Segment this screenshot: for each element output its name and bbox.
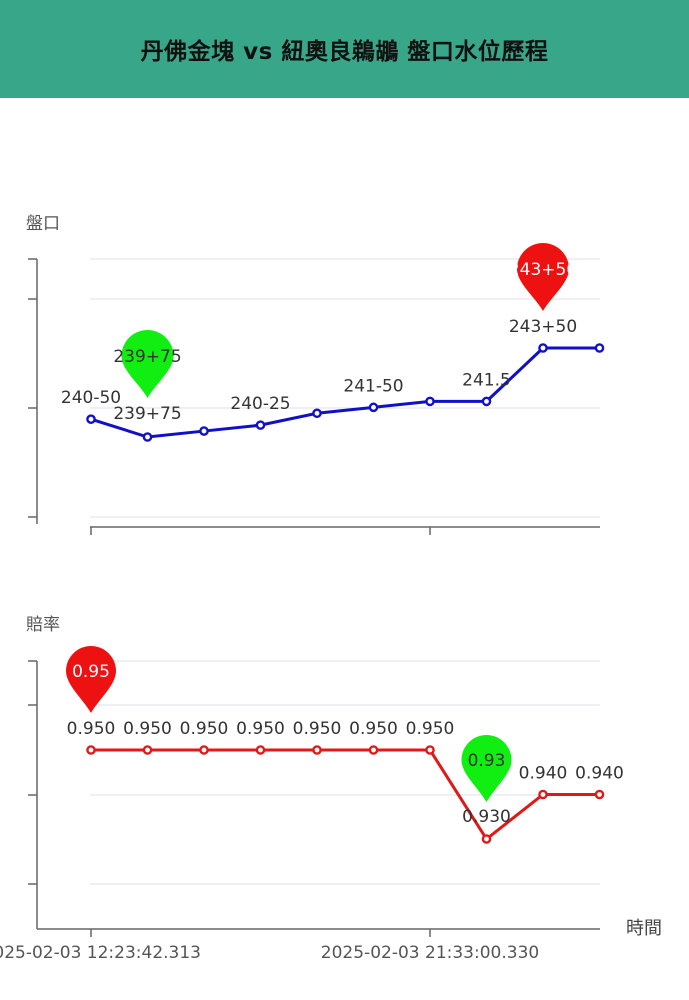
odds-ylabel: 賠率: [26, 615, 60, 635]
series-line: [90, 346, 600, 439]
header-bar: 丹佛金塊 vs 紐奧良鵜鶘 盤口水位歷程: [0, 0, 689, 98]
data-label: 241.5: [462, 370, 511, 390]
data-point: [86, 414, 96, 425]
data-point: [368, 402, 379, 413]
data-point: [594, 789, 605, 800]
data-point: [312, 745, 322, 755]
max-marker-label: 0.95: [72, 662, 110, 682]
data-point: [199, 745, 209, 755]
x-tick-label-1: 2025-02-03 12:23:42.313: [0, 943, 201, 963]
data-label: 0.950: [236, 719, 285, 739]
data-point: [255, 745, 266, 755]
data-point: [538, 343, 548, 353]
data-label: 0.950: [349, 719, 398, 739]
data-point: [368, 745, 379, 755]
data-label: 0.940: [519, 764, 568, 784]
data-point: [481, 834, 492, 844]
data-point: [425, 745, 435, 755]
series-line: [91, 748, 600, 842]
data-label: 0.950: [123, 719, 172, 739]
data-point: [425, 396, 435, 407]
data-label: 243+50: [509, 317, 577, 337]
odds-chart: 賠率 時間 2025-02-03 12:23:42.313 2025-02-03…: [0, 615, 662, 963]
data-label: 0.940: [575, 764, 624, 784]
data-point: [594, 343, 605, 353]
page-title: 丹佛金塊 vs 紐奧良鵜鶘 盤口水位歷程: [140, 39, 549, 65]
min-marker-pin: [121, 330, 174, 398]
data-label: 0.950: [406, 719, 455, 739]
data-point: [86, 745, 96, 755]
data-point: [538, 789, 548, 800]
data-label: 0.930: [462, 807, 511, 827]
data-label: 239+75: [113, 404, 181, 424]
data-label: 0.950: [180, 719, 229, 739]
data-label: 240-25: [230, 394, 290, 414]
min-marker-label: 0.93: [468, 751, 506, 771]
data-point: [481, 396, 492, 407]
odds-xlabel: 時間: [626, 918, 662, 939]
x-tick-label-2: 2025-02-03 21:33:00.330: [321, 943, 539, 963]
max-marker-label: 243+50: [509, 260, 577, 280]
min-marker-label: 239+75: [113, 347, 181, 367]
data-point: [255, 420, 266, 430]
data-label: 0.950: [67, 719, 116, 739]
max-marker-pin: [517, 243, 569, 311]
min-marker-pin: [461, 735, 512, 802]
data-label: 240-50: [61, 388, 121, 408]
data-point: [142, 432, 153, 442]
data-point: [142, 745, 153, 755]
data-label: 241-50: [343, 376, 403, 396]
data-label: 0.950: [293, 719, 342, 739]
data-point: [199, 426, 209, 436]
handicap-ylabel: 盤口: [26, 214, 60, 234]
data-point: [312, 408, 322, 419]
max-marker-pin: [66, 646, 116, 713]
